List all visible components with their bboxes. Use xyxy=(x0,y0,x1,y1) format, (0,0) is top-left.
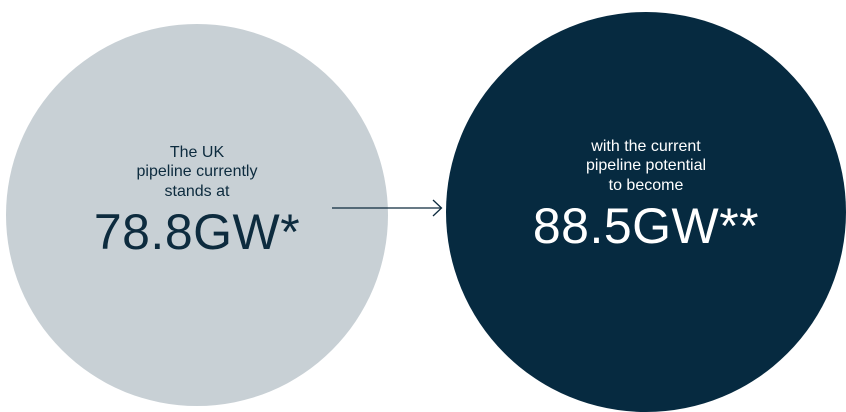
current-pipeline-text: The UK pipeline currently stands at xyxy=(136,144,258,200)
arrow-right-icon xyxy=(332,199,443,217)
current-pipeline-value: 78.8GW* xyxy=(93,203,301,260)
potential-pipeline-text: with the current pipeline potential to b… xyxy=(585,138,707,194)
potential-pipeline-value: 88.5GW** xyxy=(532,197,760,254)
potential-pipeline-circle: with the current pipeline potential to b… xyxy=(446,12,846,412)
current-pipeline-circle: The UK pipeline currently stands at 78.8… xyxy=(6,24,388,406)
